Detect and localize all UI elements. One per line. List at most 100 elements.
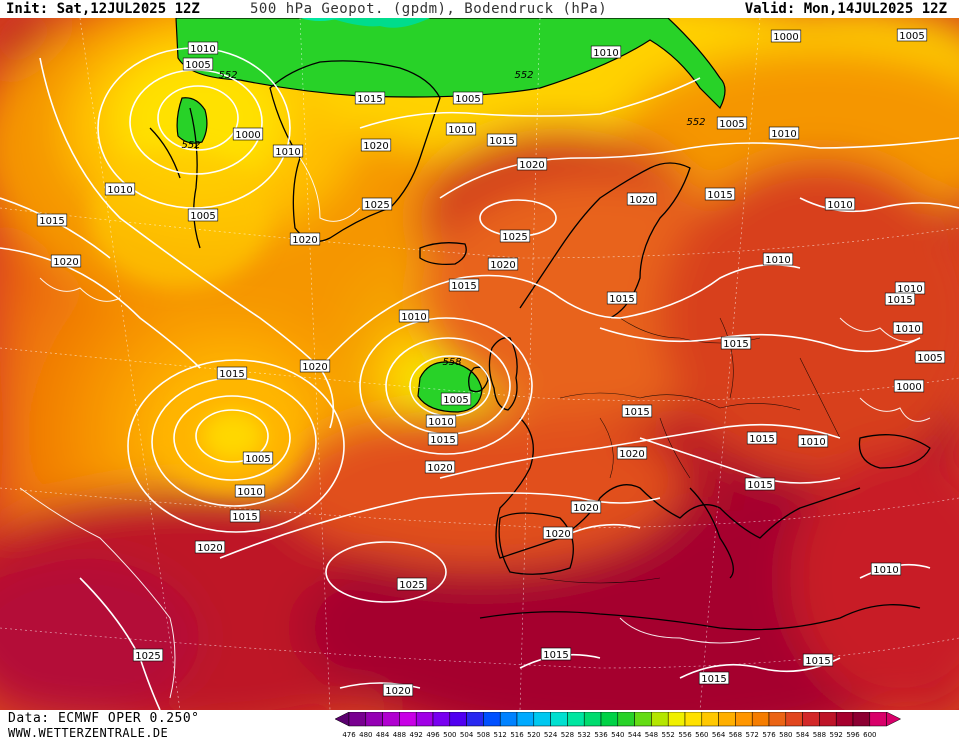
contour-label-text: 1000 bbox=[235, 130, 260, 141]
scale-swatch bbox=[802, 712, 820, 727]
isobar-label: 1005 bbox=[182, 57, 214, 71]
isobar-label: 1020 bbox=[516, 157, 548, 171]
isobar-label: 1005 bbox=[440, 392, 472, 406]
contour-label-text: 1020 bbox=[629, 195, 654, 206]
contour-label-text: 1010 bbox=[428, 417, 453, 428]
contour-label-text: 1025 bbox=[135, 651, 160, 662]
contour-label-text: 1010 bbox=[190, 44, 215, 55]
contour-label-text: 1015 bbox=[624, 407, 649, 418]
contour-label-text: 1000 bbox=[896, 382, 921, 393]
contour-label-text: 1005 bbox=[455, 94, 480, 105]
scale-swatch bbox=[852, 712, 871, 727]
scale-tick-label: 520 bbox=[527, 731, 540, 739]
isobar-label: 1010 bbox=[187, 41, 219, 55]
scale-tick-label: 584 bbox=[796, 731, 810, 739]
isobar-label: 1010 bbox=[590, 45, 622, 59]
isobar-label: 1010 bbox=[425, 414, 457, 428]
scale-tick-label: 580 bbox=[779, 731, 792, 739]
isobar-label: 1010 bbox=[398, 309, 430, 323]
isobar-label: 1010 bbox=[762, 252, 794, 266]
contour-label-text: 1025 bbox=[399, 580, 424, 591]
isobar-label: 1005 bbox=[242, 451, 274, 465]
contour-label-text: 1005 bbox=[899, 31, 924, 42]
scale-swatch bbox=[449, 712, 467, 727]
contour-label-text: 1005 bbox=[719, 119, 744, 130]
gpdm-label: 552 bbox=[514, 70, 533, 81]
contour-label-text: 1010 bbox=[771, 129, 796, 140]
isobar-label: 1020 bbox=[360, 138, 392, 152]
scale-arrow-right bbox=[886, 712, 902, 727]
isobar-label: 1025 bbox=[361, 197, 393, 211]
contour-label-text: 1015 bbox=[723, 339, 748, 350]
contour-label-text: 1020 bbox=[53, 257, 78, 268]
scale-swatch bbox=[835, 712, 854, 727]
isobar-label: 1020 bbox=[194, 540, 226, 554]
scale-tick-label: 596 bbox=[846, 731, 860, 739]
contour-label-text: 1015 bbox=[39, 216, 64, 227]
isobar-label: 1015 bbox=[698, 671, 730, 685]
contour-label-text: 1005 bbox=[185, 60, 210, 71]
isobar-label: 1025 bbox=[396, 577, 428, 591]
map-title: 500 hPa Geopot. (gpdm), Bodendruck (hPa) bbox=[250, 1, 608, 17]
contour-label-text: 1015 bbox=[430, 435, 455, 446]
scale-tick-label: 476 bbox=[342, 731, 356, 739]
contour-label-text: 1010 bbox=[401, 312, 426, 323]
scale-swatch bbox=[718, 712, 736, 727]
scale-swatch bbox=[567, 712, 585, 727]
isobar-label: 1015 bbox=[746, 431, 778, 445]
isobar-label: 1005 bbox=[914, 350, 946, 364]
isobar-label: 1015 bbox=[427, 432, 459, 446]
isobar-label: 1015 bbox=[229, 509, 261, 523]
isobar-label: 1020 bbox=[50, 254, 82, 268]
scale-swatch bbox=[432, 712, 451, 727]
scale-tick-label: 576 bbox=[762, 731, 776, 739]
scale-tick-label: 536 bbox=[594, 731, 608, 739]
scale-tick-label: 564 bbox=[712, 731, 726, 739]
contour-label-text: 1020 bbox=[573, 503, 598, 514]
scale-swatch bbox=[768, 712, 787, 727]
contour-label-text: 1005 bbox=[245, 454, 270, 465]
scale-tick-label: 500 bbox=[443, 731, 456, 739]
gpdm-label: 552 bbox=[181, 140, 200, 151]
scale-swatch bbox=[869, 712, 887, 727]
isobar-label: 1015 bbox=[486, 133, 518, 147]
scale-tick-label: 560 bbox=[695, 731, 708, 739]
contour-label-text: 552 bbox=[514, 70, 533, 81]
gpdm-label: 552 bbox=[218, 70, 237, 81]
contour-label-text: 552 bbox=[686, 117, 705, 128]
contour-label-text: 1020 bbox=[427, 463, 452, 474]
scale-swatch bbox=[751, 712, 770, 727]
scale-swatch bbox=[651, 712, 669, 727]
contour-label-text: 1010 bbox=[107, 185, 132, 196]
contour-label-text: 1025 bbox=[364, 200, 389, 211]
scale-tick-label: 552 bbox=[662, 731, 675, 739]
map-header: Init: Sat,12JUL2025 12Z 500 hPa Geopot. … bbox=[0, 0, 959, 18]
scale-swatch bbox=[499, 712, 518, 727]
coastlines bbox=[149, 60, 931, 631]
scale-swatch bbox=[684, 712, 703, 727]
isobar-label: 1020 bbox=[299, 359, 331, 373]
contour-label-text: 1010 bbox=[593, 48, 618, 59]
contour-label-text: 1010 bbox=[765, 255, 790, 266]
terrain-contours bbox=[19, 157, 931, 699]
contour-label-text: 1005 bbox=[917, 353, 942, 364]
contour-label-text: 1020 bbox=[490, 260, 515, 271]
isobar-label: 1020 bbox=[626, 192, 658, 206]
contour-label-text: 1010 bbox=[895, 324, 920, 335]
scale-swatch bbox=[701, 712, 719, 727]
scale-tick-label: 480 bbox=[359, 731, 372, 739]
contour-label-text: 1020 bbox=[197, 543, 222, 554]
isobar-label: 1010 bbox=[870, 562, 902, 576]
website-credit: WWW.WETTERZENTRALE.DE bbox=[8, 726, 169, 740]
contour-label-text: 1010 bbox=[827, 200, 852, 211]
contour-label-text: 1005 bbox=[190, 211, 215, 222]
isobar-label: 1010 bbox=[892, 321, 924, 335]
scale-tick-label: 496 bbox=[426, 731, 440, 739]
geopotential-shading bbox=[0, 18, 959, 710]
scale-swatch bbox=[348, 712, 367, 727]
isobar-label: 1025 bbox=[132, 648, 164, 662]
scale-tick-label: 568 bbox=[729, 731, 742, 739]
contour-label-text: 552 bbox=[181, 140, 200, 151]
contour-label-text: 1020 bbox=[519, 160, 544, 171]
contour-label-text: 1015 bbox=[232, 512, 257, 523]
